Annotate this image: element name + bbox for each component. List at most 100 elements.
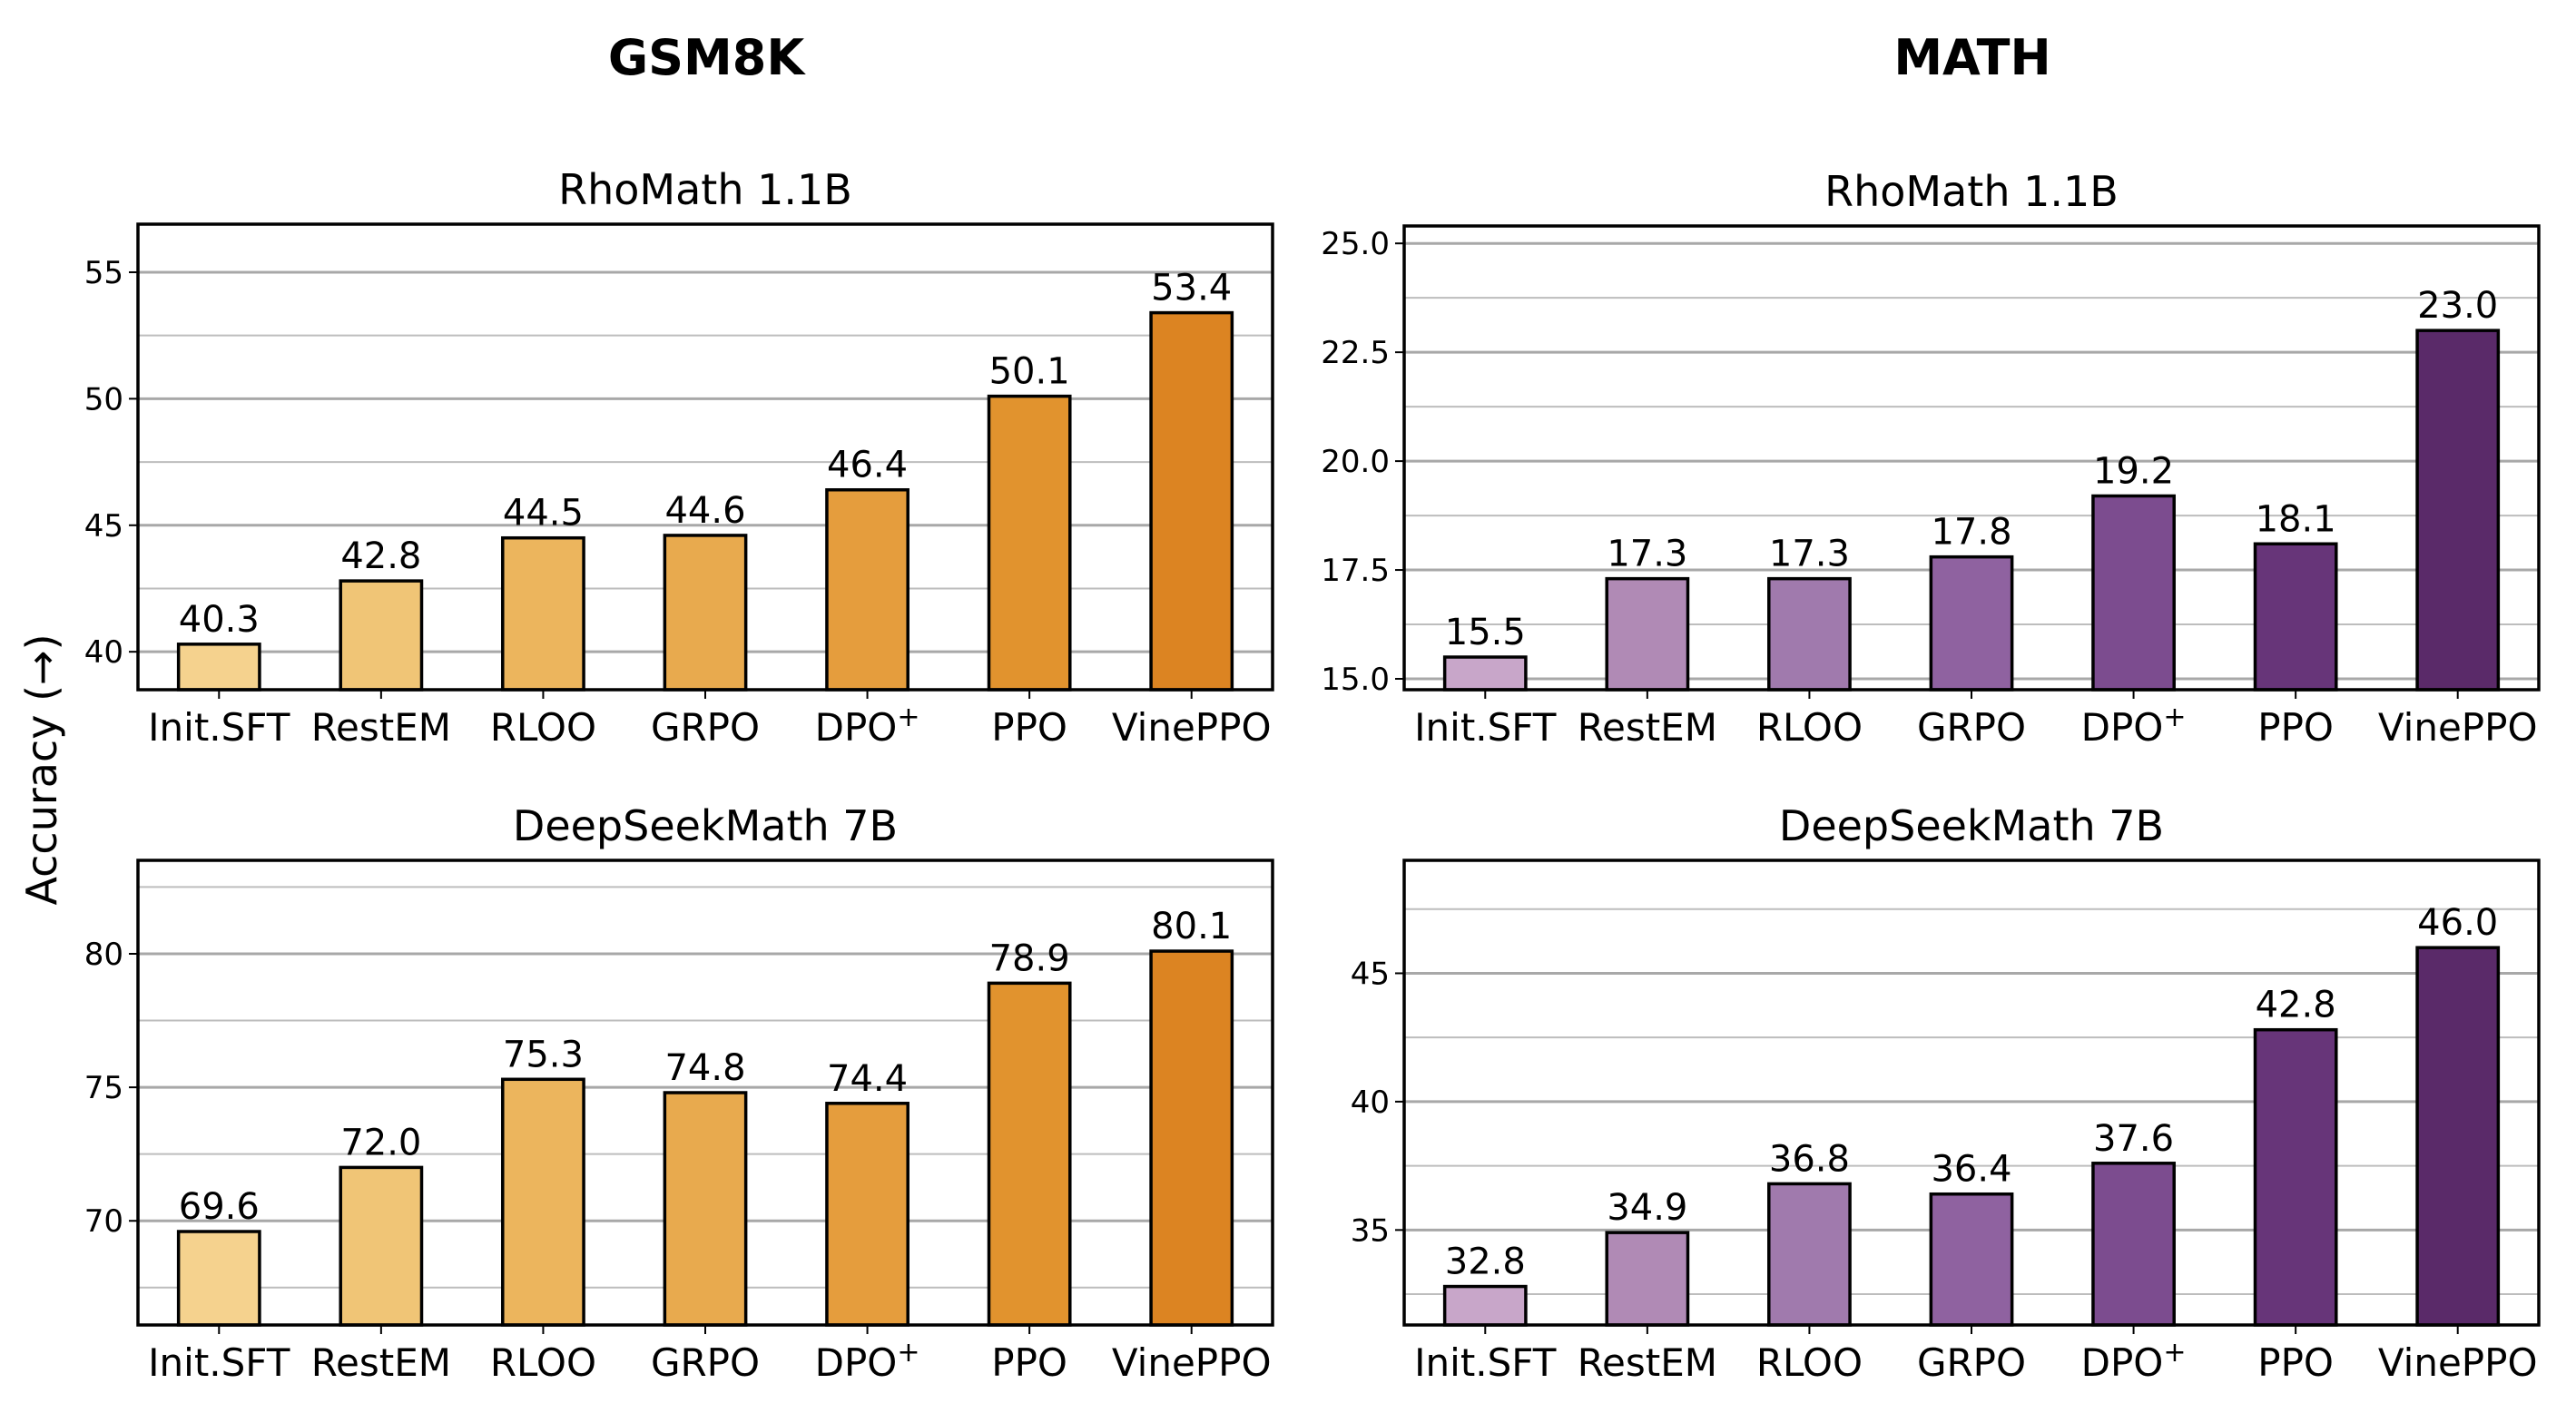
subplot-title: RhoMath 1.1B bbox=[558, 165, 852, 214]
x-tick-label: RestEM bbox=[1578, 705, 1717, 750]
chart-panel: 35 40 45 32.8 Init.SFT 34.9 RestEM 36.8 RLOO 36.4… bbox=[1351, 801, 2541, 1385]
data-label: 40.3 bbox=[179, 599, 260, 641]
subplot-title: RhoMath 1.1B bbox=[1824, 167, 2119, 216]
plot-frame bbox=[136, 222, 1274, 692]
bar bbox=[2415, 329, 2501, 692]
y-tick-label: 50 bbox=[84, 381, 123, 417]
bar bbox=[2091, 494, 2176, 692]
plot-frame bbox=[136, 859, 1274, 1327]
y-tick-label: 45 bbox=[84, 508, 123, 545]
bar bbox=[1767, 1182, 1852, 1327]
data-label: 78.9 bbox=[989, 937, 1070, 979]
data-label: 36.8 bbox=[1769, 1138, 1850, 1180]
bar bbox=[2091, 1162, 2176, 1327]
data-label: 46.4 bbox=[827, 445, 908, 486]
column-title-gsm8k: GSM8K bbox=[608, 29, 807, 86]
data-label: 17.8 bbox=[1931, 512, 2011, 554]
bar bbox=[1605, 576, 1690, 692]
chart-panel: 40 45 50 55 40.3 Init.SFT 42.8 RestEM 44.5 RLOO 44… bbox=[84, 165, 1274, 750]
x-tick-label: DPO+ bbox=[815, 1337, 920, 1385]
x-tick-label: RLOO bbox=[1756, 705, 1863, 750]
y-tick-label: 17.5 bbox=[1321, 553, 1390, 589]
bar bbox=[176, 1230, 261, 1327]
y-tick-label: 40 bbox=[1351, 1084, 1390, 1121]
x-tick-label: DPO+ bbox=[2081, 1337, 2187, 1385]
x-tick-label: GRPO bbox=[651, 705, 760, 750]
data-label: 37.6 bbox=[2093, 1118, 2174, 1160]
x-tick-label: Init.SFT bbox=[148, 1340, 290, 1385]
plus-superscript: + bbox=[2163, 702, 2186, 733]
bar bbox=[825, 487, 909, 692]
bar bbox=[1929, 1192, 2014, 1327]
x-tick-label: RestEM bbox=[311, 1340, 451, 1385]
data-label: 44.5 bbox=[503, 493, 584, 535]
y-tick-label: 20.0 bbox=[1321, 444, 1390, 480]
x-tick-label: Init.SFT bbox=[1414, 1340, 1557, 1385]
bar bbox=[1149, 949, 1234, 1327]
data-label: 23.0 bbox=[2417, 285, 2498, 327]
y-tick-label: 70 bbox=[84, 1203, 123, 1240]
data-label: 32.8 bbox=[1445, 1241, 1526, 1283]
bar bbox=[2253, 542, 2338, 692]
bar bbox=[501, 1077, 585, 1327]
y-tick-label: 25.0 bbox=[1321, 226, 1390, 262]
bar bbox=[987, 394, 1072, 692]
data-label: 19.2 bbox=[2093, 450, 2174, 492]
y-tick-label: 40 bbox=[84, 634, 123, 671]
data-label: 46.0 bbox=[2417, 902, 2498, 944]
bar bbox=[2415, 946, 2501, 1327]
bar bbox=[339, 579, 424, 692]
x-tick-label: VinePPO bbox=[1112, 705, 1272, 750]
x-tick-label: VinePPO bbox=[2378, 1340, 2538, 1385]
x-tick-label: PPO bbox=[991, 705, 1067, 750]
bar bbox=[987, 981, 1072, 1327]
data-label: 42.8 bbox=[340, 535, 421, 577]
data-label: 44.6 bbox=[664, 490, 745, 532]
data-label: 34.9 bbox=[1607, 1187, 1687, 1229]
data-label: 36.4 bbox=[1931, 1149, 2011, 1191]
y-tick-label: 45 bbox=[1351, 956, 1390, 992]
plot-frame bbox=[1402, 224, 2541, 692]
bar bbox=[663, 534, 748, 692]
y-tick-label: 35 bbox=[1351, 1212, 1390, 1249]
data-label: 69.6 bbox=[179, 1186, 260, 1228]
data-label: 42.8 bbox=[2256, 985, 2336, 1026]
x-tick-label: Init.SFT bbox=[148, 705, 290, 750]
y-tick-label: 75 bbox=[84, 1070, 123, 1106]
bar bbox=[1442, 1284, 1528, 1327]
plot-frame bbox=[1402, 859, 2541, 1327]
y-axis-title: Accuracy (→) bbox=[17, 633, 66, 905]
x-tick-label: RLOO bbox=[490, 705, 596, 750]
data-label: 50.1 bbox=[989, 351, 1070, 393]
bar bbox=[2253, 1027, 2338, 1327]
chart-panel: 70 75 80 69.6 Init.SFT 72.0 RestEM 75.3 RLOO 74.8… bbox=[84, 801, 1274, 1385]
y-tick-label: 15.0 bbox=[1321, 662, 1390, 698]
bar bbox=[176, 643, 261, 692]
x-tick-label: DPO+ bbox=[815, 702, 920, 750]
data-label: 72.0 bbox=[340, 1122, 421, 1163]
data-label: 15.5 bbox=[1445, 612, 1526, 653]
data-label: 17.3 bbox=[1607, 534, 1687, 575]
x-tick-label: VinePPO bbox=[1112, 1340, 1272, 1385]
bar bbox=[339, 1165, 424, 1327]
chart-panel: 15.0 17.5 20.0 22.5 25.0 15.5 Init.SFT 17.3 Rest… bbox=[1321, 167, 2541, 750]
x-tick-label: RestEM bbox=[311, 705, 451, 750]
data-label: 75.3 bbox=[503, 1034, 584, 1075]
plus-superscript: + bbox=[897, 1337, 919, 1369]
x-tick-label: PPO bbox=[2257, 1340, 2334, 1385]
data-label: 74.8 bbox=[664, 1047, 745, 1089]
x-tick-label: GRPO bbox=[1917, 705, 2026, 750]
x-tick-label: VinePPO bbox=[2378, 705, 2538, 750]
x-tick-label: GRPO bbox=[651, 1340, 760, 1385]
data-label: 80.1 bbox=[1151, 906, 1232, 947]
x-tick-label: DPO+ bbox=[2081, 702, 2187, 750]
column-title-math: MATH bbox=[1893, 29, 2050, 86]
chart-panels: 40 45 50 55 40.3 Init.SFT 42.8 RestEM 44.5 RLOO 44… bbox=[84, 165, 2541, 1385]
y-tick-label: 55 bbox=[84, 255, 123, 291]
x-tick-label: GRPO bbox=[1917, 1340, 2026, 1385]
x-tick-label: PPO bbox=[991, 1340, 1067, 1385]
data-label: 18.1 bbox=[2256, 498, 2336, 540]
bar bbox=[1442, 655, 1528, 692]
x-tick-label: RLOO bbox=[1756, 1340, 1863, 1385]
bar bbox=[1605, 1231, 1690, 1327]
